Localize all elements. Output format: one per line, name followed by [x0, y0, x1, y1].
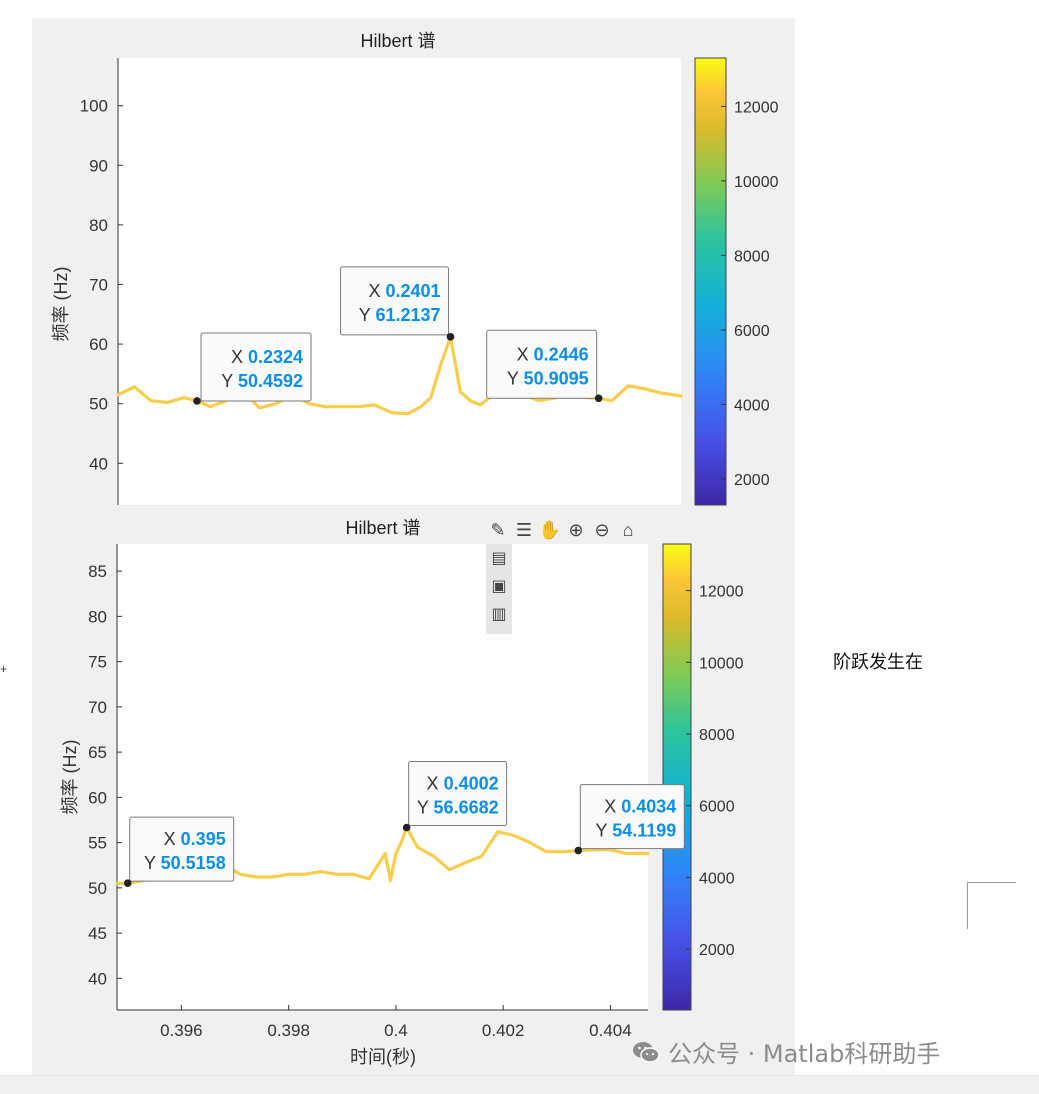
plot-area	[117, 544, 648, 1010]
datatip-y: Y 56.6682	[417, 798, 499, 818]
y-tick-label: 60	[88, 788, 107, 807]
y-tick-label: 45	[88, 924, 107, 943]
y-tick-label: 60	[89, 335, 108, 354]
datatip-x: X 0.395	[164, 829, 226, 849]
colorbar-tick-label: 6000	[734, 323, 770, 340]
datatip-y: Y 50.9095	[507, 368, 589, 388]
copy-image-icon[interactable]: ▣	[491, 578, 507, 595]
watermark-text: 公众号 · Matlab科研助手	[668, 1040, 941, 1068]
colorbar-tick-label: 12000	[734, 99, 779, 116]
colorbar-tick-label: 6000	[699, 799, 735, 816]
zoom-in-icon[interactable]: ⊕	[568, 519, 584, 540]
home-icon[interactable]: ⌂	[622, 519, 634, 540]
y-tick-label: 80	[88, 607, 107, 626]
y-tick-label: 40	[89, 454, 108, 473]
datatip-y: Y 50.5158	[144, 853, 226, 873]
y-axis-label: 频率 (Hz)	[60, 740, 80, 815]
colorbar-tick-label: 4000	[699, 870, 735, 887]
bottom-bar	[0, 1075, 1039, 1094]
chart-title: Hilbert 谱	[360, 31, 435, 51]
datatip: X 0.395 Y 50.5158	[123, 816, 235, 887]
datatip-box	[340, 266, 450, 336]
export-toolbar: ▤ ▣ ▥	[486, 544, 512, 634]
chart-1: Hilbert 谱 40 50 60 70 80 90 100 频率 (Hz) 2000 4000 6…	[51, 31, 779, 506]
datatip: X 0.2446 Y 50.9095	[486, 329, 603, 403]
colorbar-tick-label: 8000	[734, 248, 770, 265]
datatip-y: Y 61.2137	[359, 305, 441, 325]
datatip-box	[408, 761, 508, 827]
axes-toolbar: ✎ ☰ ✋ ⊕ ⊖ ⌂	[486, 518, 648, 546]
colorbar-tick-label: 2000	[734, 472, 770, 489]
datatip-y: Y 54.1199	[596, 821, 677, 841]
datatip-x: X 0.2401	[368, 281, 440, 301]
datatip: X 0.4002 Y 56.6682	[402, 761, 508, 832]
y-tick-label: 40	[88, 969, 107, 988]
x-tick-label: 0.398	[267, 1021, 310, 1040]
save-icon[interactable]: ▤	[491, 550, 507, 567]
datatip-marker	[574, 846, 583, 855]
colorbar	[694, 57, 727, 506]
colorbar-tick-label: 10000	[734, 174, 779, 191]
y-axis-label: 频率 (Hz)	[51, 267, 71, 342]
colorbar-tick-label: 2000	[699, 942, 735, 959]
datatip-marker	[193, 397, 201, 405]
chart-title: Hilbert 谱	[345, 518, 420, 538]
datatip: X 0.2401 Y 61.2137	[340, 266, 455, 341]
colorbar-tick-label: 4000	[734, 397, 770, 414]
pan-hand-icon[interactable]: ✋	[538, 519, 562, 540]
legend-icon[interactable]: ☰	[515, 519, 533, 540]
zoom-out-icon[interactable]: ⊖	[594, 519, 610, 540]
datatip-box	[129, 816, 235, 882]
datatip: X 0.2324 Y 50.4592	[193, 332, 312, 405]
y-tick-label: 90	[89, 156, 108, 175]
x-axis-label: 时间(秒)	[350, 1047, 416, 1067]
y-tick-label: 50	[89, 395, 108, 414]
colorbar-tick-label: 12000	[699, 584, 744, 601]
watermark: 公众号 · Matlab科研助手	[632, 1034, 940, 1069]
side-note: 阶跃发生在	[833, 652, 923, 673]
datatip-x: X 0.4002	[427, 774, 499, 794]
datatip-x: X 0.2446	[517, 344, 589, 364]
colorbar	[662, 543, 692, 1011]
x-tick-label: 0.4	[384, 1021, 408, 1040]
datatip-marker	[123, 879, 132, 887]
y-tick-label: 80	[89, 216, 108, 235]
datatip-box	[486, 329, 598, 399]
copy-vector-icon[interactable]: ▥	[491, 606, 507, 623]
corner-bracket	[967, 882, 1016, 929]
x-tick-label: 0.402	[482, 1021, 525, 1040]
y-tick-label: 55	[88, 834, 107, 853]
chart-2: Hilbert 谱 40 45 50 55 60 65 70 75 80 85 频率 (Hz) 0.39…	[60, 518, 744, 1067]
datatip-box	[200, 332, 312, 402]
x-tick-label: 0.396	[160, 1021, 203, 1040]
datatip: X 0.4034 Y 54.1199	[574, 784, 685, 855]
datatip-marker	[446, 333, 455, 341]
x-tick-label: 0.404	[589, 1021, 632, 1040]
y-tick-label: 75	[88, 653, 107, 672]
y-tick-label: 50	[88, 879, 107, 898]
datatip-marker	[402, 823, 411, 832]
datatip-box	[579, 784, 685, 850]
datatip-marker	[594, 394, 603, 403]
wechat-icon	[633, 1041, 660, 1063]
colorbar-tick-label: 8000	[699, 727, 735, 744]
colorbar-tick-label: 10000	[699, 655, 744, 672]
datatip-x: X 0.2324	[231, 347, 303, 367]
datatip-y: Y 50.4592	[221, 371, 303, 391]
y-tick-label: 70	[89, 275, 108, 294]
datatip-x: X 0.4034	[604, 797, 676, 817]
left-mark: +	[0, 662, 8, 676]
brush-icon[interactable]: ✎	[490, 519, 506, 540]
y-tick-label: 70	[88, 698, 107, 717]
y-tick-label: 100	[80, 97, 108, 116]
y-tick-label: 85	[88, 562, 107, 581]
y-tick-label: 65	[88, 743, 107, 762]
